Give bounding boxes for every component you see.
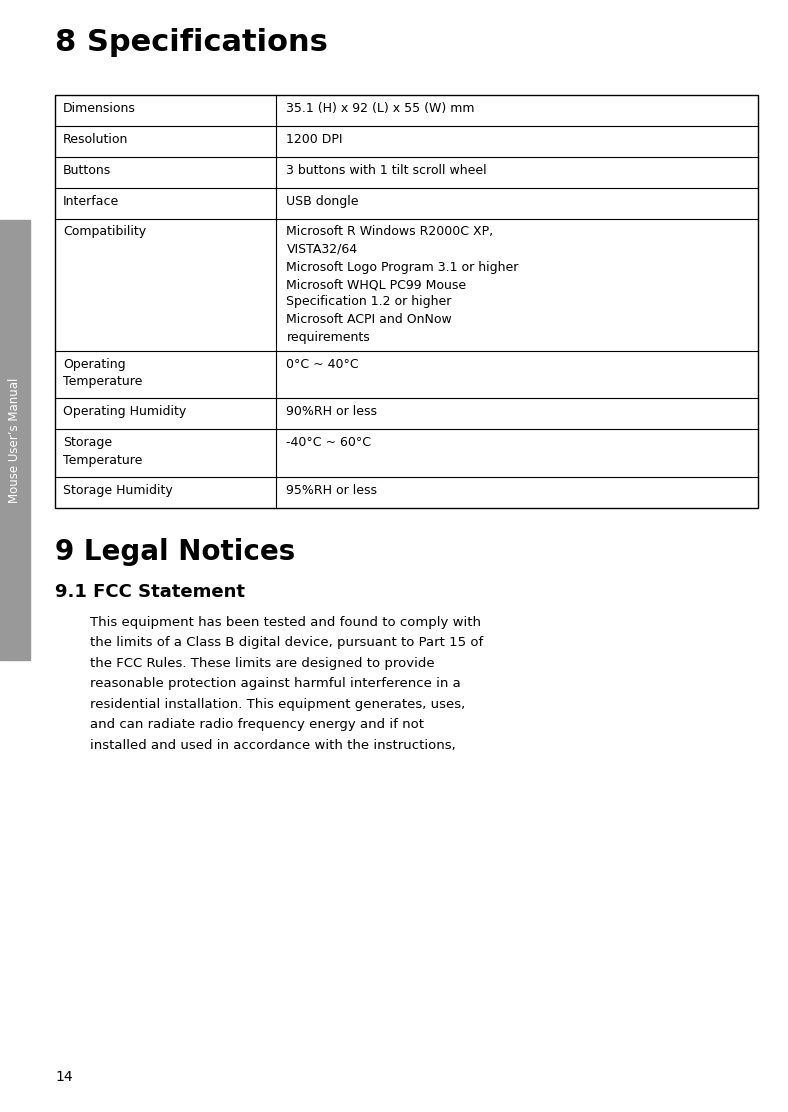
Text: 8 Specifications: 8 Specifications (55, 28, 328, 57)
Text: Mouse User’s Manual: Mouse User’s Manual (9, 377, 21, 503)
Text: 0°C ~ 40°C: 0°C ~ 40°C (287, 358, 359, 370)
Bar (0, 220, 30, 661)
Text: 9 Legal Notices: 9 Legal Notices (55, 538, 296, 566)
Text: 1200 DPI: 1200 DPI (287, 132, 343, 146)
Text: 9.1 FCC Statement: 9.1 FCC Statement (55, 583, 245, 600)
Text: Storage Humidity: Storage Humidity (63, 484, 173, 497)
Bar (55, 95, 758, 508)
Text: Operating
Temperature: Operating Temperature (63, 358, 143, 388)
Text: reasonable protection against harmful interference in a: reasonable protection against harmful in… (90, 677, 461, 691)
Text: 35.1 (H) x 92 (L) x 55 (W) mm: 35.1 (H) x 92 (L) x 55 (W) mm (287, 102, 475, 115)
Text: Microsoft R Windows R2000C XP,
VISTA32/64
Microsoft Logo Program 3.1 or higher
M: Microsoft R Windows R2000C XP, VISTA32/6… (287, 226, 519, 344)
Text: Dimensions: Dimensions (63, 102, 136, 115)
Text: and can radiate radio frequency energy and if not: and can radiate radio frequency energy a… (90, 718, 424, 732)
Text: Interface: Interface (63, 195, 119, 208)
Text: Storage
Temperature: Storage Temperature (63, 436, 143, 467)
Text: USB dongle: USB dongle (287, 195, 359, 208)
Text: -40°C ~ 60°C: -40°C ~ 60°C (287, 436, 371, 449)
Text: the FCC Rules. These limits are designed to provide: the FCC Rules. These limits are designed… (90, 657, 435, 669)
Text: 95%RH or less: 95%RH or less (287, 484, 377, 497)
Text: Compatibility: Compatibility (63, 226, 146, 238)
Text: Buttons: Buttons (63, 163, 111, 177)
Text: installed and used in accordance with the instructions,: installed and used in accordance with th… (90, 738, 455, 752)
Text: residential installation. This equipment generates, uses,: residential installation. This equipment… (90, 698, 465, 711)
Text: the limits of a Class B digital device, pursuant to Part 15 of: the limits of a Class B digital device, … (90, 636, 483, 649)
Text: 90%RH or less: 90%RH or less (287, 406, 377, 418)
Text: 3 buttons with 1 tilt scroll wheel: 3 buttons with 1 tilt scroll wheel (287, 163, 487, 177)
Text: Resolution: Resolution (63, 132, 128, 146)
Text: 14: 14 (55, 1070, 72, 1084)
Text: This equipment has been tested and found to comply with: This equipment has been tested and found… (90, 616, 481, 629)
Text: Operating Humidity: Operating Humidity (63, 406, 186, 418)
